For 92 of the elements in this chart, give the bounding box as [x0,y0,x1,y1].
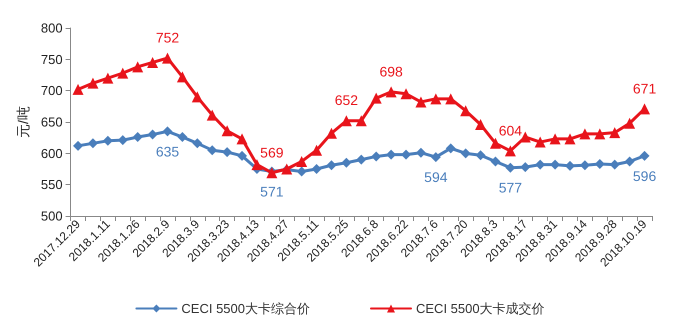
point [400,88,412,100]
point [102,72,114,84]
data-label: 596 [632,168,656,184]
point [416,148,426,158]
point [356,115,367,126]
point [311,144,322,156]
point [639,103,650,114]
data-label: 752 [156,30,180,46]
y-axis-title: 元/吨 [15,106,31,138]
data-label: 569 [260,144,284,160]
point [148,130,158,140]
data-label: 577 [498,180,522,196]
point [117,68,128,79]
point [296,156,308,167]
point [640,150,650,161]
point [118,135,128,146]
y-tick-label: 600 [40,146,63,161]
point [207,145,218,156]
point [386,86,397,98]
data-label: 604 [498,122,522,138]
point [176,71,188,82]
point [88,138,98,148]
point [341,158,352,168]
point [550,133,561,144]
point [579,128,590,140]
point [192,138,202,148]
point [476,150,486,160]
point [490,156,500,166]
point [580,160,590,170]
point [192,91,203,102]
y-tick-label: 800 [40,20,63,36]
y-tick-label: 750 [40,52,63,67]
point [520,162,530,172]
point [446,143,456,154]
point [222,147,232,158]
point [624,118,636,129]
y-tick-label: 650 [40,114,63,130]
point [251,159,262,170]
y-tick-label: 700 [40,83,63,98]
point [236,133,248,144]
point [73,140,84,151]
point [594,128,606,140]
point [401,150,412,160]
point [72,84,84,95]
point [415,96,426,108]
point [87,78,98,89]
point [162,52,173,64]
point [147,56,158,68]
point [132,61,144,72]
point [102,136,113,146]
data-label: 698 [379,63,404,80]
point [609,127,620,138]
data-label: 652 [334,92,358,108]
point [594,158,605,169]
data-label: 594 [424,169,448,186]
point [460,148,471,158]
point [505,162,516,173]
point [162,126,172,136]
point [445,93,456,104]
point [326,160,336,170]
point [132,132,143,142]
point [206,110,218,121]
point [564,133,576,144]
point [370,92,382,104]
point [550,160,560,170]
point [326,128,337,139]
point [535,160,546,170]
y-tick-label: 500 [40,208,63,224]
point [610,160,620,170]
point [296,166,307,177]
point [565,160,576,171]
legend-label: CECI 5500大卡综合价 [181,301,310,316]
point [177,132,188,142]
point [475,119,486,130]
point [386,150,396,160]
data-label: 671 [632,80,656,96]
point [371,151,382,162]
legend-label: CECI 5500大卡成交价 [416,301,545,316]
data-label: 571 [260,184,284,200]
point [534,136,546,148]
point [222,125,233,136]
data-label: 635 [156,143,180,160]
point [340,115,352,126]
point [430,93,442,104]
point [237,150,248,161]
point [504,145,516,156]
point [490,138,501,149]
point [312,164,322,174]
y-tick-label: 550 [40,177,63,192]
point [430,152,441,162]
point [624,156,635,166]
point [356,154,366,165]
